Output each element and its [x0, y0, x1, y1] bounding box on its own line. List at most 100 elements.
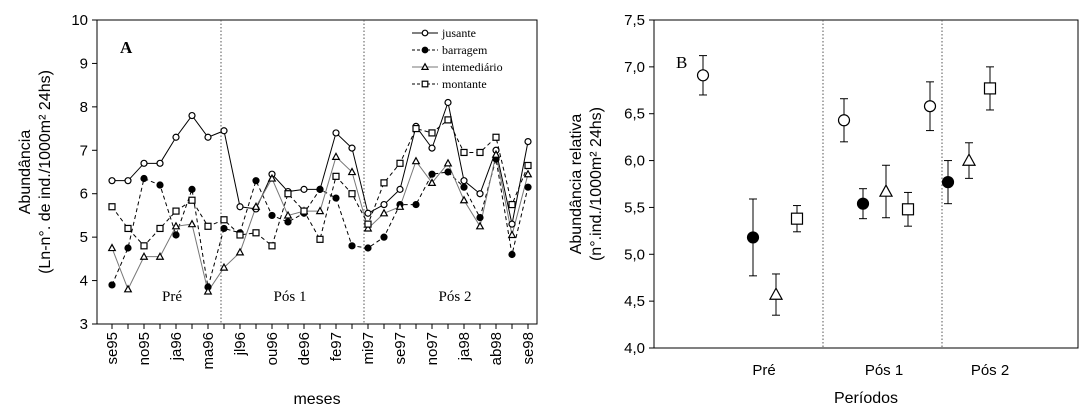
legend-marker [421, 46, 429, 54]
x-tick-label: Pré [752, 362, 775, 379]
data-point [412, 124, 420, 133]
data-point [380, 179, 388, 187]
data-point [364, 220, 372, 228]
chart-a-x-axis: se95 no95 ja96 ma96 jl96 ou96 de96 fe97 mi97 se97… [104, 324, 537, 370]
x-tick-label: fe97 [328, 332, 345, 361]
y-tick-label: 7,0 [624, 59, 645, 76]
data-point [696, 69, 710, 82]
y-tick-label: 10 [71, 12, 88, 29]
data-point [837, 114, 851, 127]
data-point [476, 190, 484, 198]
data-point [508, 200, 516, 209]
legend-marker [421, 80, 429, 88]
chart-a-frame [96, 19, 538, 325]
x-tick-label: ja98 [456, 332, 473, 361]
data-point [444, 98, 452, 107]
data-point [524, 161, 532, 170]
x-tick-label: ab98 [488, 332, 505, 365]
data-point [172, 207, 180, 215]
data-point [219, 262, 229, 271]
data-point [332, 194, 340, 202]
chart-a-y-label: Abundância [17, 130, 34, 215]
data-point [315, 206, 325, 215]
data-point [508, 220, 516, 228]
data-point [284, 190, 292, 198]
data-point [364, 244, 372, 252]
y-tick-label: 8 [80, 99, 88, 116]
data-point [140, 174, 148, 183]
data-point [443, 158, 453, 167]
x-tick-label: no95 [136, 332, 153, 365]
data-point [107, 243, 117, 252]
y-tick-label: 9 [80, 55, 88, 72]
data-point [155, 251, 165, 260]
data-point [156, 159, 164, 167]
data-point [220, 127, 228, 135]
data-point [459, 195, 469, 204]
data-point [746, 231, 760, 244]
x-tick-label: se95 [104, 332, 121, 365]
data-point [188, 196, 196, 204]
data-point [379, 208, 389, 217]
legend-marker [421, 29, 429, 37]
data-point [961, 153, 977, 166]
data-point [475, 221, 485, 230]
data-point [460, 148, 468, 157]
x-tick-label: jl96 [232, 332, 249, 356]
y-tick-label: 5,5 [624, 199, 645, 216]
data-point [172, 231, 180, 239]
x-tick-label: se98 [520, 332, 537, 365]
chart-a-period-label: Pré [162, 289, 182, 305]
data-point [188, 111, 196, 120]
data-point [316, 185, 324, 193]
chart-a-x-label: meses [293, 391, 340, 408]
data-point [268, 242, 276, 250]
data-point [901, 203, 915, 216]
y-tick-label: 4,0 [624, 340, 645, 357]
legend-label: barragem [442, 43, 488, 57]
data-point [348, 144, 356, 152]
y-tick-label: 7 [80, 142, 88, 159]
chart-b-x-axis: Pré Pós 1 Pós 2 [752, 362, 1009, 379]
data-point [140, 159, 148, 167]
data-point [444, 168, 452, 176]
data-point [252, 229, 260, 237]
x-tick-label: no97 [424, 332, 441, 365]
chart-a: 3 4 5 6 7 8 9 10 se95 no95 ja96 ma96 jl96 ou96 de96 fe… [17, 12, 538, 408]
data-point [923, 100, 937, 113]
chart-b: 4,0 4,5 5,0 5,5 6,0 6,5 7,0 7,5 Pré Pós 1 Pós 2 B… [568, 12, 1079, 407]
data-point [156, 224, 164, 233]
data-point [476, 148, 484, 157]
data-point [790, 212, 804, 225]
chart-a-period-label: Pós 1 [274, 289, 307, 305]
data-point [204, 222, 212, 230]
data-point [251, 202, 261, 210]
data-point [331, 152, 341, 160]
data-point [203, 286, 213, 295]
chart-b-y-label-units: (n°.ind./1000m² 24hs) [588, 107, 605, 261]
chart-a-panel-label: A [120, 38, 133, 57]
x-tick-label: ma96 [200, 332, 217, 370]
chart-a-y-label-units: (Ln-n°. de ind./1000m² 24hs) [37, 70, 54, 274]
data-point [124, 177, 132, 185]
data-point [396, 159, 404, 167]
data-point [124, 224, 132, 233]
legend-label: intemediário [442, 60, 503, 74]
data-point [856, 197, 870, 210]
chart-b-y-label: Abundância relativa [568, 114, 585, 255]
data-point [204, 133, 212, 141]
data-point [428, 129, 436, 137]
data-point [878, 183, 894, 197]
chart-b-y-axis: 4,0 4,5 5,0 5,5 6,0 6,5 7,0 7,5 [624, 12, 654, 357]
chart-b-panel-label: B [676, 53, 687, 72]
data-point [412, 200, 420, 209]
data-point [347, 167, 357, 176]
chart-a-legend: jusante barragem intemediário montante [412, 26, 503, 91]
data-point [123, 284, 133, 293]
x-tick-label: Pós 1 [865, 362, 903, 379]
data-point [523, 169, 533, 178]
y-tick-label: 6 [80, 186, 88, 203]
series-line [111, 154, 529, 293]
data-point [332, 129, 340, 137]
